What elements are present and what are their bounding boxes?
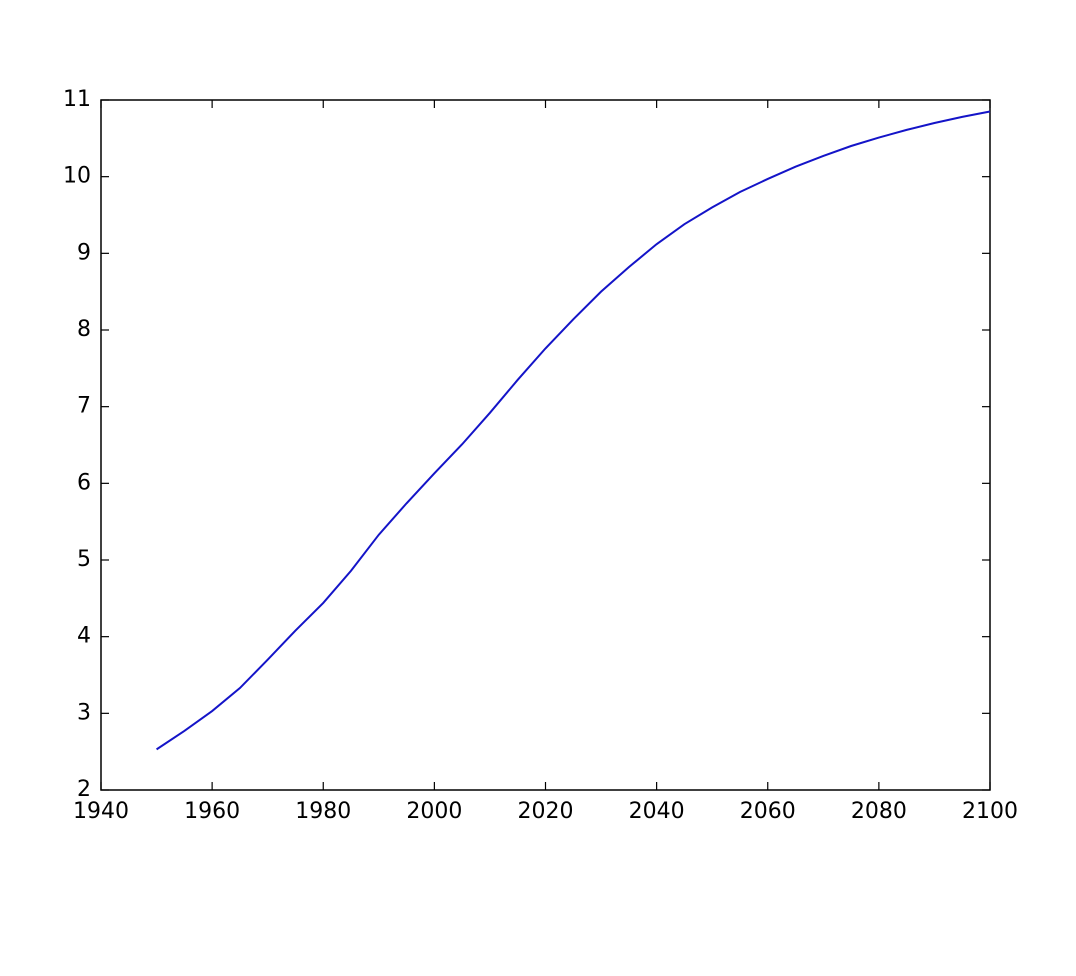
x-tick-label: 1960 — [184, 799, 240, 824]
y-tick-label: 3 — [77, 700, 91, 725]
x-tick-label: 1980 — [295, 799, 351, 824]
x-tick-label: 2040 — [629, 799, 685, 824]
y-tick-label: 7 — [77, 394, 91, 419]
x-tick-label: 2080 — [851, 799, 907, 824]
y-tick-label: 4 — [77, 624, 91, 649]
y-tick-label: 5 — [77, 547, 91, 572]
y-tick-label: 8 — [77, 317, 91, 342]
y-tick-label: 9 — [77, 240, 91, 265]
y-tick-label: 10 — [63, 164, 91, 189]
x-tick-label: 1940 — [73, 799, 129, 824]
plot-frame — [100, 99, 991, 791]
x-tick-label: 2020 — [518, 799, 574, 824]
x-tick-label: 2060 — [740, 799, 796, 824]
data-line — [156, 110, 991, 751]
y-tick-label: 6 — [77, 470, 91, 495]
x-tick-label: 2100 — [962, 799, 1018, 824]
y-tick-label: 2 — [77, 777, 91, 802]
y-tick-label: 11 — [63, 87, 91, 112]
x-tick-label: 2000 — [406, 799, 462, 824]
